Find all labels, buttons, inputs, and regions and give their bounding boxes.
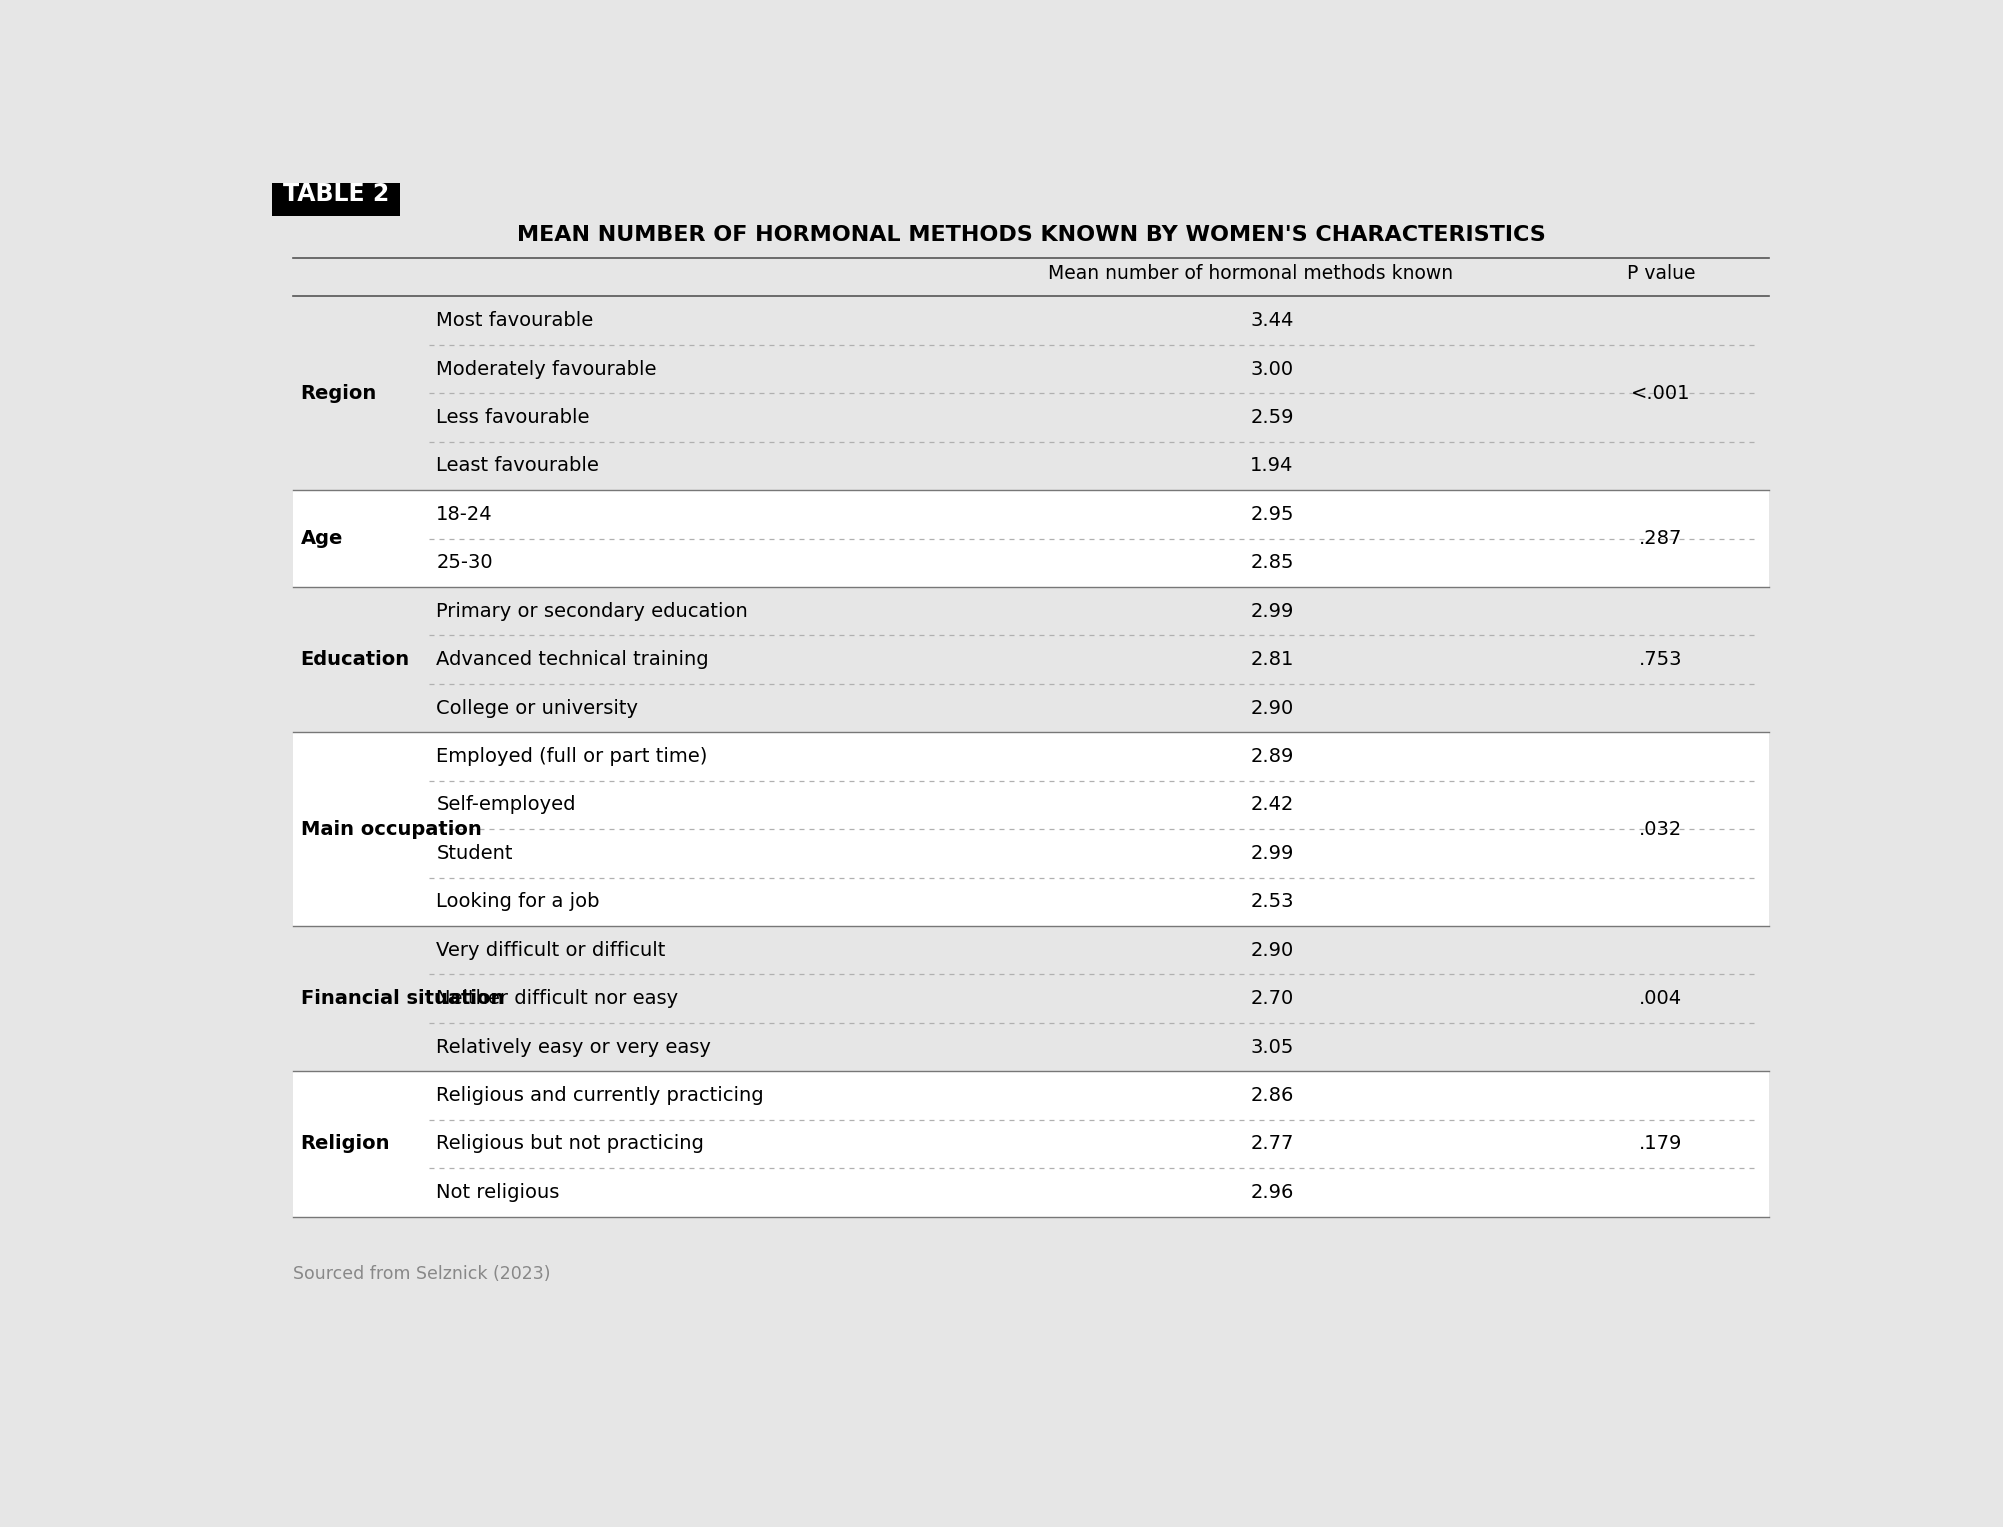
Text: Mean number of hormonal methods known: Mean number of hormonal methods known — [1048, 264, 1452, 282]
Text: 18-24: 18-24 — [437, 505, 493, 524]
Text: TABLE 2: TABLE 2 — [282, 182, 389, 206]
Text: 2.89: 2.89 — [1250, 747, 1294, 767]
Text: Religion: Religion — [300, 1135, 391, 1153]
Text: Moderately favourable: Moderately favourable — [437, 359, 657, 379]
Text: 3.44: 3.44 — [1250, 312, 1294, 330]
Text: Relatively easy or very easy: Relatively easy or very easy — [437, 1037, 711, 1057]
FancyBboxPatch shape — [292, 490, 1769, 586]
Text: Very difficult or difficult: Very difficult or difficult — [437, 941, 665, 960]
Text: Self-employed: Self-employed — [437, 796, 577, 814]
Text: Neither difficult nor easy: Neither difficult nor easy — [437, 989, 679, 1008]
FancyBboxPatch shape — [272, 173, 401, 215]
Text: 2.81: 2.81 — [1250, 651, 1294, 669]
Text: .179: .179 — [1638, 1135, 1683, 1153]
Text: 2.85: 2.85 — [1250, 553, 1294, 573]
Text: Financial situation: Financial situation — [300, 989, 505, 1008]
Text: Looking for a job: Looking for a job — [437, 892, 599, 912]
Text: Primary or secondary education: Primary or secondary education — [437, 602, 749, 620]
Text: Religious but not practicing: Religious but not practicing — [437, 1135, 705, 1153]
Text: <.001: <.001 — [1630, 383, 1691, 403]
Text: .004: .004 — [1638, 989, 1683, 1008]
Text: 2.77: 2.77 — [1250, 1135, 1294, 1153]
Text: College or university: College or university — [437, 698, 639, 718]
Text: 2.90: 2.90 — [1250, 698, 1294, 718]
Text: 3.05: 3.05 — [1250, 1037, 1294, 1057]
Text: Most favourable: Most favourable — [437, 312, 593, 330]
FancyBboxPatch shape — [292, 1072, 1769, 1217]
Text: Student: Student — [437, 844, 513, 863]
Text: 25-30: 25-30 — [437, 553, 493, 573]
Text: .287: .287 — [1638, 528, 1683, 548]
Text: MEAN NUMBER OF HORMONAL METHODS KNOWN BY WOMEN'S CHARACTERISTICS: MEAN NUMBER OF HORMONAL METHODS KNOWN BY… — [517, 224, 1546, 244]
Text: 3.00: 3.00 — [1250, 359, 1294, 379]
Text: 2.99: 2.99 — [1250, 844, 1294, 863]
Text: Not religious: Not religious — [437, 1183, 559, 1202]
Text: .753: .753 — [1638, 651, 1683, 669]
Text: .032: .032 — [1638, 820, 1683, 838]
Text: Sourced from Selznick (2023): Sourced from Selznick (2023) — [292, 1266, 551, 1283]
Text: Age: Age — [300, 528, 343, 548]
Text: Less favourable: Less favourable — [437, 408, 589, 428]
Text: 2.90: 2.90 — [1250, 941, 1294, 960]
Text: 2.99: 2.99 — [1250, 602, 1294, 620]
Text: 1.94: 1.94 — [1250, 457, 1294, 475]
Text: 2.53: 2.53 — [1250, 892, 1294, 912]
Text: Employed (full or part time): Employed (full or part time) — [437, 747, 707, 767]
FancyBboxPatch shape — [292, 733, 1769, 925]
Text: P value: P value — [1626, 264, 1695, 282]
Text: Advanced technical training: Advanced technical training — [437, 651, 709, 669]
Text: Religious and currently practicing: Religious and currently practicing — [437, 1086, 763, 1106]
Text: 2.95: 2.95 — [1250, 505, 1294, 524]
Text: 2.96: 2.96 — [1250, 1183, 1294, 1202]
Text: 2.70: 2.70 — [1250, 989, 1294, 1008]
Text: Main occupation: Main occupation — [300, 820, 481, 838]
Text: 2.86: 2.86 — [1250, 1086, 1294, 1106]
Text: 2.59: 2.59 — [1250, 408, 1294, 428]
Text: Least favourable: Least favourable — [437, 457, 599, 475]
Text: Education: Education — [300, 651, 411, 669]
Text: Region: Region — [300, 383, 377, 403]
Text: 2.42: 2.42 — [1250, 796, 1294, 814]
